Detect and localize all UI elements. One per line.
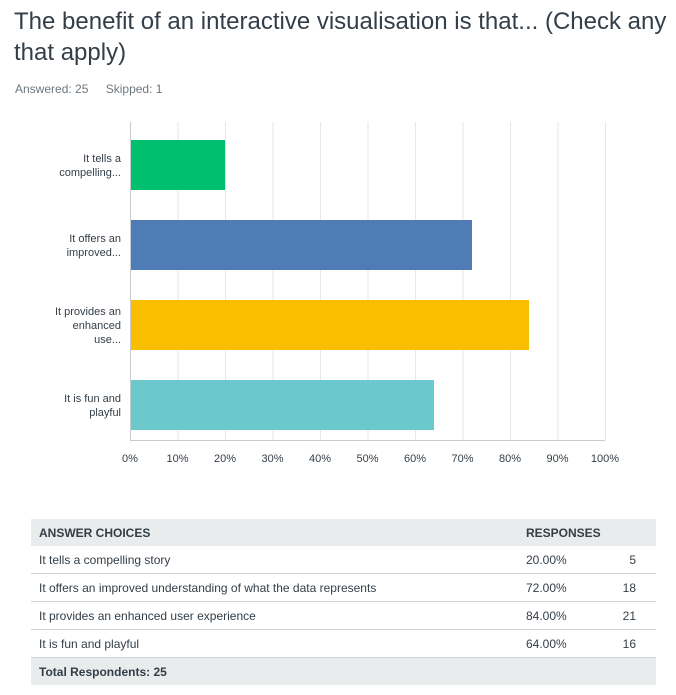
response-count: 21	[604, 601, 656, 630]
x-axis-tick-labels: 0% 10% 20% 30% 40% 50% 60% 70% 80% 90% 100%	[122, 453, 619, 465]
question-title: The benefit of an interactive visualisat…	[14, 8, 667, 66]
answer-choice: It provides an enhanced user experience	[31, 601, 518, 630]
category-labels: It tells a compelling... It offers an impro…	[55, 153, 122, 419]
table-header-row: ANSWER CHOICES RESPONSES	[31, 519, 656, 546]
response-count: 18	[604, 573, 656, 602]
category-label: It tells a compelling...	[59, 153, 122, 179]
table-row: It tells a compelling story 20.00% 5	[31, 546, 656, 574]
bar	[131, 300, 529, 350]
grid-lines	[130, 122, 606, 441]
x-tick-label: 80%	[499, 453, 521, 465]
answer-choice: It tells a compelling story	[31, 546, 518, 574]
bar-chart: It tells a compelling... It offers an impro…	[55, 122, 619, 465]
category-label: It provides an enhanced use...	[55, 306, 121, 346]
x-tick-label: 60%	[404, 453, 426, 465]
x-tick-label: 30%	[261, 453, 283, 465]
response-percent: 84.00%	[518, 601, 604, 630]
bar	[131, 380, 434, 430]
bar	[131, 140, 225, 190]
answer-choice: It offers an improved understanding of w…	[31, 573, 518, 602]
response-percent: 20.00%	[518, 546, 604, 574]
x-tick-label: 50%	[356, 453, 378, 465]
response-percent: 72.00%	[518, 573, 604, 602]
table-row: It is fun and playful 64.00% 16	[31, 629, 656, 658]
answered-count: Answered: 25	[15, 82, 89, 96]
response-count: 16	[604, 629, 656, 658]
category-label: It offers an improved...	[67, 233, 121, 259]
answer-choice: It is fun and playful	[31, 629, 518, 658]
x-tick-label: 10%	[166, 453, 188, 465]
x-tick-label: 70%	[451, 453, 473, 465]
results-table: ANSWER CHOICES RESPONSES It tells a comp…	[31, 519, 656, 685]
table-row: It offers an improved understanding of w…	[31, 573, 656, 602]
x-tick-label: 40%	[309, 453, 331, 465]
skipped-count: Skipped: 1	[105, 82, 163, 96]
header-responses: RESPONSES	[518, 519, 656, 546]
header-answer-choices: ANSWER CHOICES	[31, 519, 518, 546]
x-tick-label: 90%	[546, 453, 568, 465]
response-count: 5	[604, 546, 656, 574]
bars	[131, 140, 529, 430]
bar	[131, 220, 472, 270]
response-percent: 64.00%	[518, 629, 604, 658]
table-row: It provides an enhanced user experience …	[31, 601, 656, 630]
response-summary: Answered: 25 Skipped: 1	[15, 82, 176, 96]
x-tick-label: 20%	[214, 453, 236, 465]
x-tick-label: 0%	[122, 453, 138, 465]
x-tick-label: 100%	[591, 453, 619, 465]
total-row: Total Respondents: 25	[31, 657, 656, 685]
total-respondents: Total Respondents: 25	[31, 657, 656, 685]
category-label: It is fun and playful	[64, 393, 121, 419]
